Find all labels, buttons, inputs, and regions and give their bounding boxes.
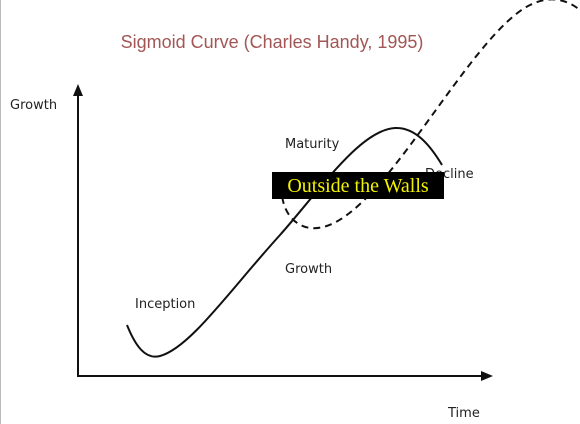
title: Sigmoid Curve (Charles Handy, 1995) <box>121 32 424 52</box>
x-arrow <box>481 371 493 381</box>
overlay-text: Outside the Walls <box>287 175 429 197</box>
second-curve <box>280 0 580 230</box>
y-arrow <box>73 84 83 96</box>
label-maturity: Maturity <box>285 137 340 152</box>
x-axis-label: Time <box>447 406 480 421</box>
label-growth: Growth <box>285 262 332 277</box>
sigmoid-curve <box>126 126 443 358</box>
label-inception: Inception <box>135 297 195 312</box>
y-axis-label: Growth <box>10 98 57 113</box>
overlay-box <box>272 172 444 199</box>
